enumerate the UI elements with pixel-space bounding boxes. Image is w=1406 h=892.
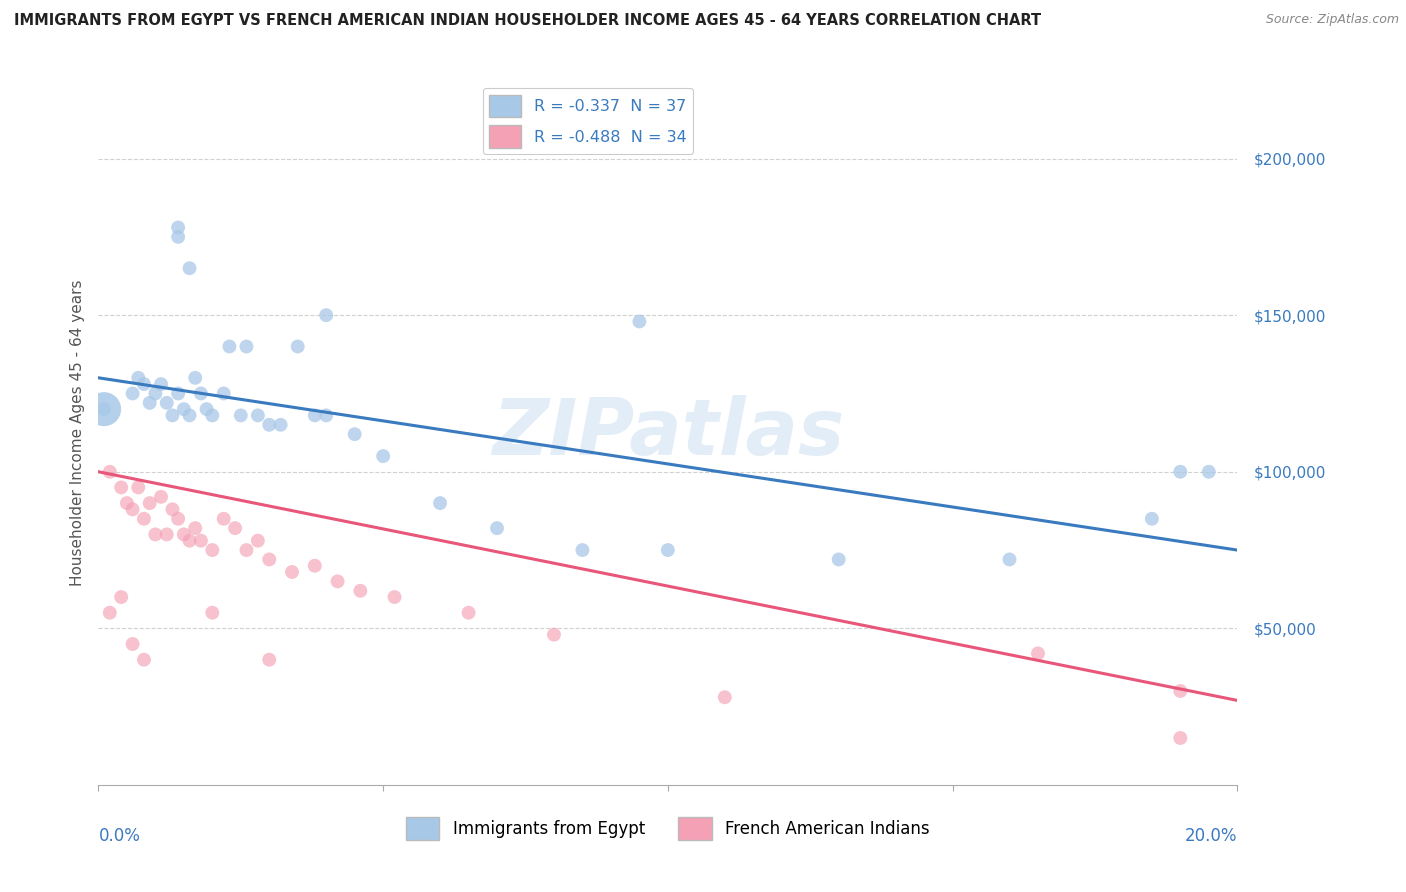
Point [1140, 512, 1163, 526]
Point [1198, 465, 1220, 479]
Point [486, 521, 509, 535]
Point [190, 533, 212, 548]
Point [173, 527, 195, 541]
Point [714, 690, 737, 705]
Point [156, 396, 179, 410]
Point [127, 371, 149, 385]
Point [167, 386, 190, 401]
Point [145, 527, 167, 541]
Point [828, 552, 851, 566]
Point [429, 496, 451, 510]
Point [179, 533, 201, 548]
Point [121, 502, 143, 516]
Point [195, 402, 218, 417]
Point [457, 606, 479, 620]
Point [167, 220, 190, 235]
Point [110, 480, 132, 494]
Point [246, 409, 269, 423]
Point [1170, 731, 1192, 745]
Point [304, 409, 326, 423]
Point [145, 386, 167, 401]
Point [235, 543, 257, 558]
Point [315, 409, 337, 423]
Point [156, 527, 179, 541]
Point [349, 583, 371, 598]
Text: ZIPatlas: ZIPatlas [492, 394, 844, 471]
Point [343, 427, 366, 442]
Point [281, 565, 304, 579]
Point [1170, 465, 1192, 479]
Y-axis label: Householder Income Ages 45 - 64 years: Householder Income Ages 45 - 64 years [69, 279, 84, 586]
Point [184, 371, 207, 385]
Point [259, 653, 281, 667]
Point [224, 521, 246, 535]
Point [201, 409, 224, 423]
Point [218, 339, 240, 353]
Point [150, 377, 173, 392]
Point [138, 496, 160, 510]
Point [304, 558, 326, 573]
Point [184, 521, 207, 535]
Point [132, 377, 155, 392]
Point [167, 512, 190, 526]
Point [138, 396, 160, 410]
Point [259, 552, 281, 566]
Point [127, 480, 149, 494]
Point [162, 409, 184, 423]
Point [167, 230, 190, 244]
Point [1170, 684, 1192, 698]
Text: IMMIGRANTS FROM EGYPT VS FRENCH AMERICAN INDIAN HOUSEHOLDER INCOME AGES 45 - 64 : IMMIGRANTS FROM EGYPT VS FRENCH AMERICAN… [14, 13, 1042, 29]
Point [93, 402, 115, 417]
Point [657, 543, 679, 558]
Point [287, 339, 309, 353]
Point [173, 402, 195, 417]
Point [115, 496, 138, 510]
Point [235, 339, 257, 353]
Point [121, 637, 143, 651]
Point [326, 574, 349, 589]
Point [571, 543, 593, 558]
Point [259, 417, 281, 432]
Point [132, 653, 155, 667]
Point [543, 627, 565, 641]
Point [190, 386, 212, 401]
Point [121, 386, 143, 401]
Point [162, 502, 184, 516]
Point [179, 261, 201, 276]
Point [270, 417, 292, 432]
Point [98, 606, 121, 620]
Point [373, 449, 395, 463]
Point [110, 590, 132, 604]
Point [212, 386, 235, 401]
Text: 20.0%: 20.0% [1185, 827, 1237, 846]
Point [384, 590, 406, 604]
Point [201, 606, 224, 620]
Point [628, 314, 651, 328]
Point [98, 465, 121, 479]
Point [1026, 647, 1049, 661]
Text: Source: ZipAtlas.com: Source: ZipAtlas.com [1265, 13, 1399, 27]
Point [179, 409, 201, 423]
Point [229, 409, 252, 423]
Point [315, 308, 337, 322]
Point [201, 543, 224, 558]
Point [150, 490, 173, 504]
Point [93, 402, 115, 417]
Point [212, 512, 235, 526]
Point [132, 512, 155, 526]
Point [246, 533, 269, 548]
Point [998, 552, 1021, 566]
Text: 0.0%: 0.0% [98, 827, 141, 846]
Legend: Immigrants from Egypt, French American Indians: Immigrants from Egypt, French American I… [399, 810, 936, 847]
